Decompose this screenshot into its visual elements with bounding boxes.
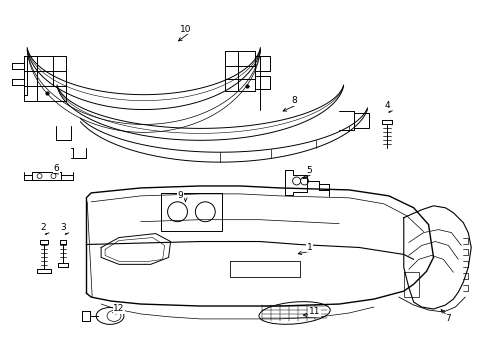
Text: 10: 10: [180, 25, 191, 34]
Text: 11: 11: [308, 307, 320, 316]
Text: 3: 3: [61, 223, 66, 232]
Bar: [161, 193, 222, 231]
Text: 4: 4: [383, 101, 389, 110]
Text: 6: 6: [54, 163, 59, 172]
Text: 8: 8: [291, 96, 297, 105]
Text: 7: 7: [445, 314, 450, 323]
Text: 5: 5: [306, 166, 312, 175]
Text: 9: 9: [177, 192, 183, 201]
Text: 2: 2: [41, 223, 46, 232]
Text: 1: 1: [306, 243, 312, 252]
Text: 12: 12: [113, 305, 124, 314]
